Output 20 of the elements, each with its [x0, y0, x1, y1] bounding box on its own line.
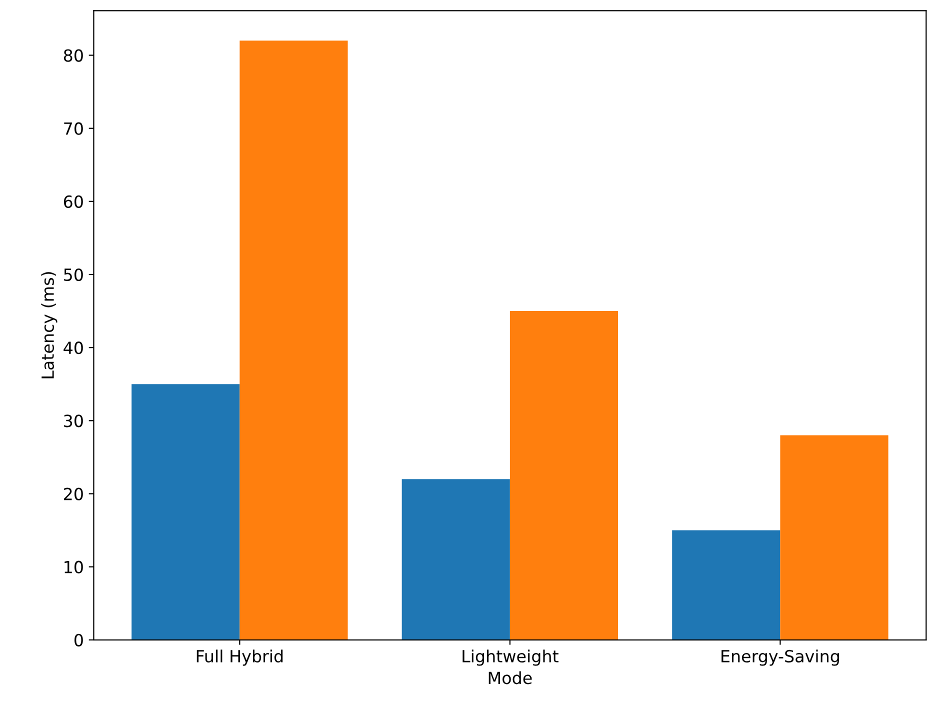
y-tick-label: 60: [64, 195, 83, 208]
bar: [402, 479, 510, 640]
y-tick-label: 40: [64, 342, 83, 354]
bar: [132, 384, 240, 640]
bar: [672, 530, 780, 640]
y-axis-title: Latency (ms): [41, 272, 58, 378]
x-tick-label: Energy-Saving: [722, 650, 839, 666]
y-tick-label: 30: [64, 414, 83, 428]
y-tick-label: 70: [64, 122, 83, 135]
x-tick-label: Full Hybrid: [196, 650, 283, 666]
x-tick-label: Lightweight: [462, 650, 558, 666]
bar: [510, 311, 618, 640]
bar: [240, 40, 348, 640]
y-tick-label: 10: [64, 560, 83, 574]
y-tick-label: 20: [64, 488, 83, 500]
bar: [780, 435, 888, 640]
x-axis-title: Mode: [488, 671, 532, 684]
y-tick-label: 80: [64, 49, 83, 62]
y-tick-label: 0: [74, 634, 83, 646]
y-tick-label: 50: [64, 268, 83, 282]
